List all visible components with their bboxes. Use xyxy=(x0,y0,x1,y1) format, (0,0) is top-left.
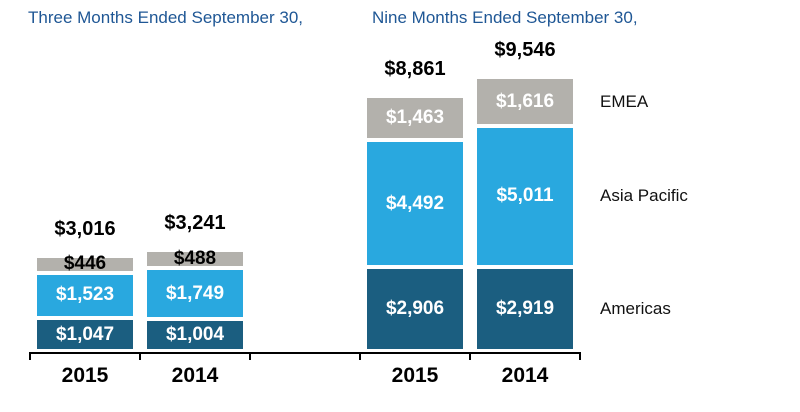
bar-segment-emea-2015-3mo xyxy=(37,258,133,271)
axis-tick xyxy=(579,352,581,360)
x-axis-line xyxy=(30,352,580,354)
bar-segment-americas-2014-3mo xyxy=(147,321,243,349)
legend-label-asia-pacific: Asia Pacific xyxy=(600,186,688,205)
axis-tick xyxy=(249,352,251,360)
segment-value-label: $1,463 xyxy=(385,107,445,129)
legend-label-americas: Americas xyxy=(600,299,671,318)
category-label-2014-9mo: 2014 xyxy=(501,364,549,387)
group-title-nine-months: Nine Months Ended September 30, xyxy=(372,8,638,27)
segment-value-label: $488 xyxy=(173,247,217,269)
segment-value-label: $446 xyxy=(63,253,107,275)
segment-value-label: $2,906 xyxy=(385,298,445,320)
segment-value-label: $1,523 xyxy=(55,284,115,306)
bar-segment-asia-pacific-2014-3mo xyxy=(147,269,243,318)
segment-value-label: $1,004 xyxy=(165,324,225,346)
axis-tick xyxy=(359,352,361,360)
group-title-three-months: Three Months Ended September 30, xyxy=(28,8,303,27)
bar-segment-americas-2015-3mo xyxy=(37,320,133,349)
total-label: $9,546 xyxy=(494,39,556,62)
bar-segment-asia-pacific-2014-9mo xyxy=(477,127,573,266)
total-label: $8,861 xyxy=(384,58,446,81)
segment-value-label: $1,616 xyxy=(495,90,555,112)
bar-segment-emea-2014-3mo xyxy=(147,252,243,266)
category-label-2015-3mo: 2015 xyxy=(61,364,109,387)
legend-label-emea: EMEA xyxy=(600,92,649,111)
bar-segment-emea-2014-9mo xyxy=(477,79,573,124)
axis-tick xyxy=(469,352,471,360)
category-label-2014-3mo: 2014 xyxy=(171,364,219,387)
bar-segment-asia-pacific-2015-9mo xyxy=(367,142,463,266)
total-label: $3,016 xyxy=(54,218,116,241)
category-label-2015-9mo: 2015 xyxy=(391,364,439,387)
segment-value-label: $1,047 xyxy=(55,323,115,345)
segment-value-label: $5,011 xyxy=(496,185,554,207)
total-label: $3,241 xyxy=(164,212,226,235)
axis-tick xyxy=(29,352,31,360)
segment-value-label: $2,919 xyxy=(495,298,555,319)
axis-tick xyxy=(139,352,141,360)
segment-value-label: $4,492 xyxy=(385,192,445,214)
bar-segment-americas-2015-9mo xyxy=(367,269,463,349)
bar-segment-asia-pacific-2015-3mo xyxy=(37,274,133,317)
bar-segment-americas-2014-9mo xyxy=(477,269,573,349)
segment-value-label: $1,749 xyxy=(165,282,225,304)
bar-segment-emea-2015-9mo xyxy=(367,98,463,139)
